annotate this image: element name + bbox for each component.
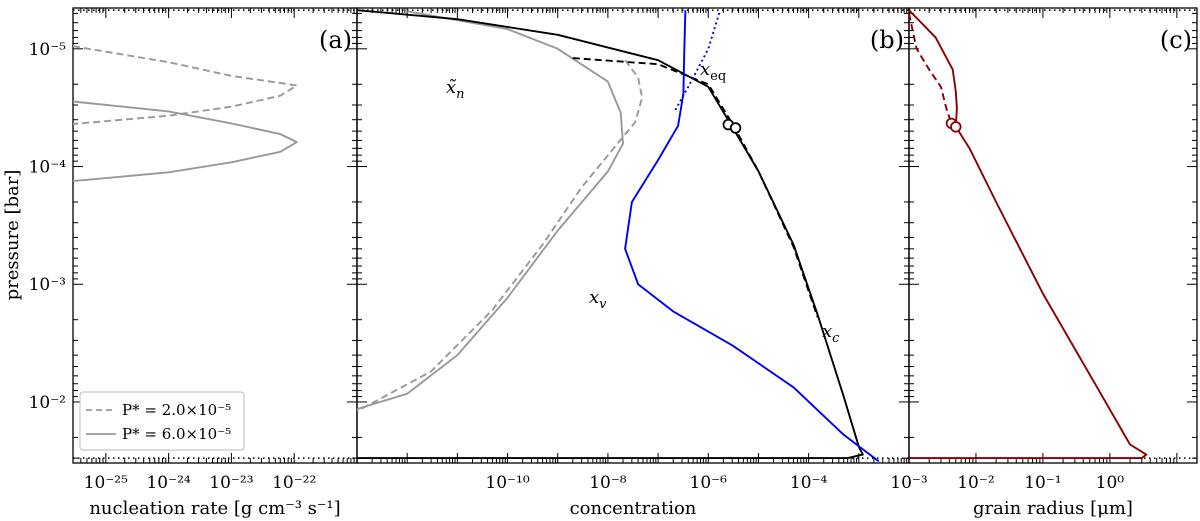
- legend-entry-1: P* = 2.0×10⁻⁵: [122, 401, 231, 419]
- series-line: [624, 10, 880, 463]
- y-tick-label: 10⁻²: [29, 393, 66, 413]
- x-tick-label: 10⁻⁸: [589, 473, 627, 493]
- x-tick-label: 10⁻²: [957, 473, 994, 493]
- legend-box: [79, 391, 245, 451]
- y-tick-label: 10⁻⁵: [29, 40, 67, 60]
- label-xv: xv: [589, 287, 607, 312]
- x-tick-label: 10⁻⁴: [790, 473, 828, 493]
- marker: [950, 121, 962, 133]
- series-line: [909, 9, 1148, 460]
- series-line: [357, 10, 624, 411]
- panel-c-x-axis-label: grain radius [μm]: [973, 498, 1133, 519]
- x-tick-label: 10⁻¹⁰: [485, 473, 529, 493]
- series-line: [909, 13, 960, 134]
- panel-b-tag: (b): [870, 26, 904, 54]
- series-line: [73, 100, 298, 183]
- markers: [722, 117, 962, 134]
- panel-c-tag: (c): [1160, 26, 1192, 54]
- legend-entry-2: P* = 6.0×10⁻⁵: [122, 425, 231, 443]
- series-line: [572, 57, 819, 318]
- y-tick-label: 10⁻³: [29, 275, 66, 295]
- series-line: [73, 45, 298, 125]
- x-tick-label: 10⁰: [1096, 473, 1125, 493]
- x-tick-label: 10⁻³: [890, 473, 927, 493]
- tick-labels: 10⁻⁵ 10⁻⁴ 10⁻³ 10⁻² 10⁻²⁵ 10⁻²⁴ 10⁻²³ 10⁻²² 10⁻¹…: [29, 40, 1125, 493]
- panel-a-tag: (a): [319, 26, 352, 54]
- label-xeq: xeq: [700, 59, 726, 84]
- label-xn: x̃n: [446, 77, 465, 102]
- x-tick-label: 10⁻⁶: [690, 473, 728, 493]
- y-axis-label: pressure [bar]: [2, 170, 23, 301]
- panel-c-frame: [908, 7, 1198, 464]
- x-tick-label: 10⁻²⁴: [146, 473, 190, 493]
- x-tick-label: 10⁻²²: [272, 473, 316, 493]
- panel-b-x-axis-label: concentration: [570, 498, 697, 519]
- y-tick-label: 10⁻⁴: [29, 158, 67, 178]
- x-tick-label: 10⁻²⁵: [84, 473, 128, 493]
- panel-b-frame: [356, 7, 910, 464]
- panel-a-x-axis-label: nucleation rate [g cm⁻³ s⁻¹]: [89, 498, 340, 519]
- series-line: [357, 59, 644, 413]
- x-tick-label: 10⁻²³: [209, 473, 253, 493]
- curves: [73, 9, 1148, 463]
- label-xc: xc: [822, 321, 840, 346]
- marker: [729, 122, 742, 134]
- legend: P* = 2.0×10⁻⁵ P* = 6.0×10⁻⁵: [79, 391, 245, 451]
- x-tick-label: 10⁻¹: [1024, 473, 1061, 493]
